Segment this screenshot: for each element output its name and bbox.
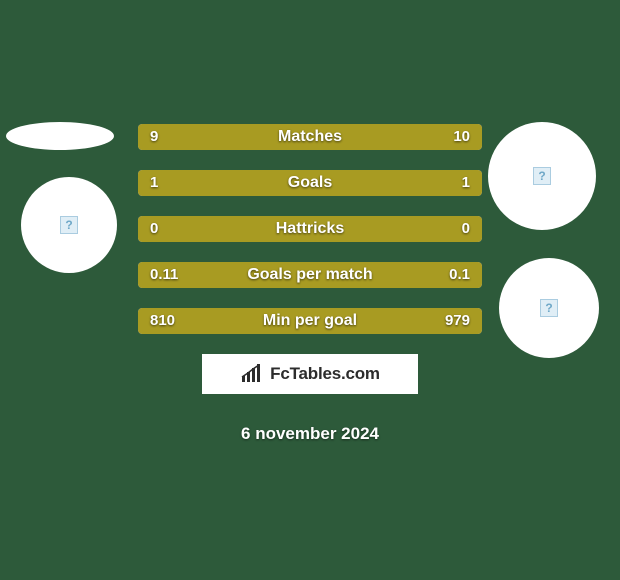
stat-row: 910Matches: [138, 124, 482, 150]
date-text: 6 november 2024: [0, 424, 620, 444]
stat-row: 00Hattricks: [138, 216, 482, 242]
player-left-ellipse: [6, 122, 114, 150]
player-right-badge-2: ?: [499, 258, 599, 358]
bars-icon: [240, 364, 266, 384]
stat-label: Goals per match: [138, 262, 482, 288]
brand-box: FcTables.com: [202, 354, 418, 394]
stat-label: Matches: [138, 124, 482, 150]
brand-text: FcTables.com: [270, 364, 380, 384]
question-icon: ?: [533, 167, 551, 185]
player-left-badge: ?: [21, 177, 117, 273]
stat-row: 810979Min per goal: [138, 308, 482, 334]
stat-label: Min per goal: [138, 308, 482, 334]
stat-row: 11Goals: [138, 170, 482, 196]
player-right-badge-1: ?: [488, 122, 596, 230]
comparison-rows: 910Matches 11Goals 00Hattricks 0.110.1Goals…: [138, 124, 482, 354]
stat-row: 0.110.1Goals per match: [138, 262, 482, 288]
stat-label: Goals: [138, 170, 482, 196]
question-icon: ?: [540, 299, 558, 317]
question-icon: ?: [60, 216, 78, 234]
stat-label: Hattricks: [138, 216, 482, 242]
